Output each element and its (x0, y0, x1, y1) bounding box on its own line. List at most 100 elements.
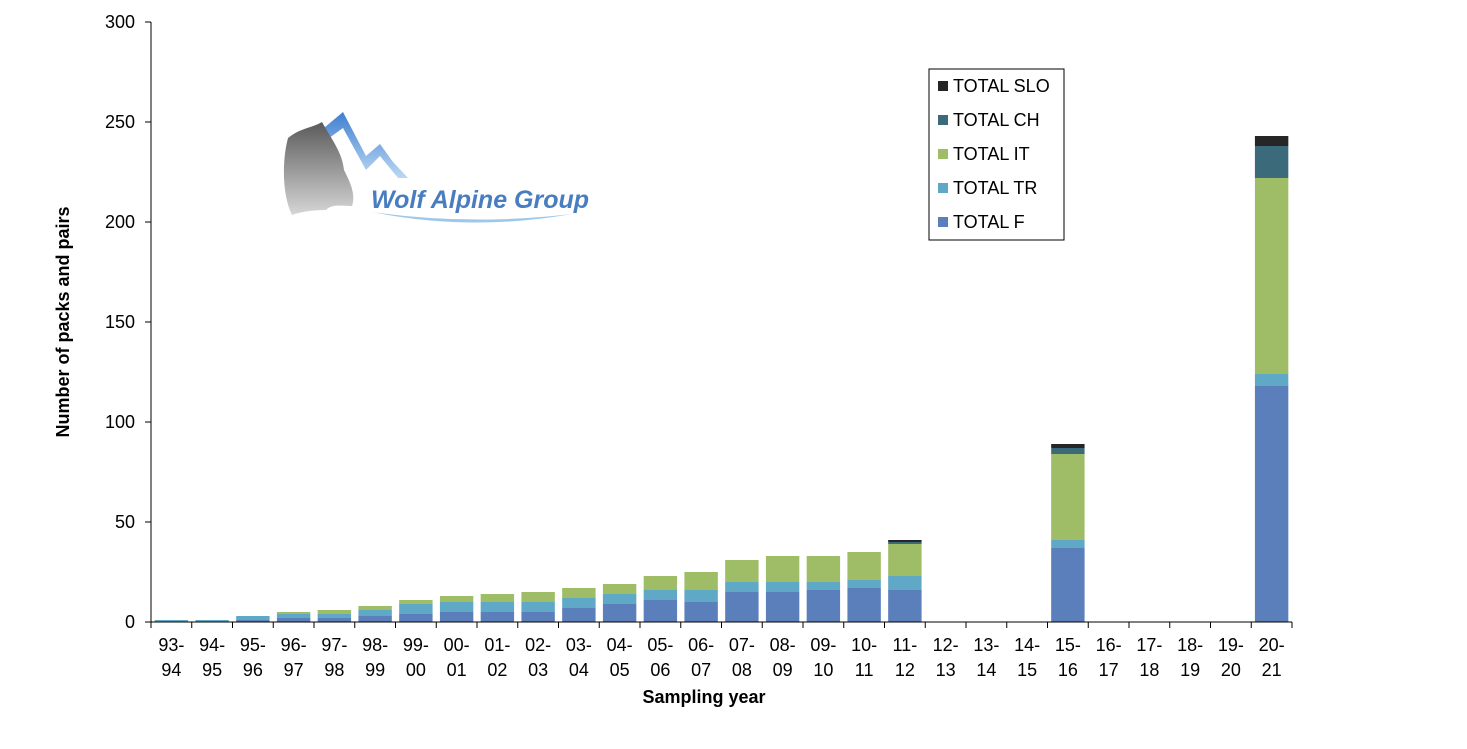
bar-segment-total-f (888, 590, 922, 622)
x-tick-label: 02- (525, 635, 551, 655)
x-tick-label: 99- (403, 635, 429, 655)
bar-segment-total-it (725, 560, 759, 582)
x-tick-label: 16 (1058, 660, 1078, 680)
x-tick-label: 16- (1096, 635, 1122, 655)
bar-segment-total-it (521, 592, 555, 602)
bar-segment-total-f (847, 588, 881, 622)
x-tick-label: 99 (365, 660, 385, 680)
bar-segment-total-tr (480, 602, 515, 612)
bar-segment-total-tr (236, 616, 270, 620)
bar-segment-total-it (806, 556, 841, 582)
x-tick-label: 08 (732, 660, 752, 680)
bar-segment-total-tr (643, 590, 678, 600)
x-tick-label: 94- (199, 635, 225, 655)
legend-swatch (938, 115, 948, 125)
mountain-icon (312, 112, 408, 178)
x-tick-label: 05- (647, 635, 673, 655)
bar-segment-total-tr (276, 614, 311, 618)
y-tick-label: 300 (105, 12, 135, 32)
x-axis-title: Sampling year (642, 687, 765, 707)
wolf-alpine-group-logo: Wolf Alpine Group (283, 112, 589, 223)
x-tick-label: 10- (851, 635, 877, 655)
bar-segment-total-f (725, 592, 759, 622)
x-tick-label: 21 (1262, 660, 1282, 680)
x-tick-label: 20- (1259, 635, 1285, 655)
x-tick-label: 96 (243, 660, 263, 680)
x-tick-label: 98 (324, 660, 344, 680)
x-tick-label: 12- (933, 635, 959, 655)
bar-segment-total-it (439, 596, 474, 602)
x-tick-label: 01- (484, 635, 510, 655)
bar-segment-total-tr (358, 610, 392, 616)
bar-segment-total-tr (847, 580, 881, 588)
y-tick-label: 100 (105, 412, 135, 432)
x-tick-label: 93- (158, 635, 184, 655)
bar-segment-total-f (439, 612, 474, 622)
x-tick-label: 18- (1177, 635, 1203, 655)
x-tick-label: 97 (284, 660, 304, 680)
logo-text: Wolf Alpine Group (371, 186, 589, 214)
legend-label: TOTAL IT (953, 144, 1030, 164)
x-tick-label: 00 (406, 660, 426, 680)
bar-segment-total-tr (439, 602, 474, 612)
bar-segment-total-it (317, 610, 352, 614)
x-tick-label: 03 (528, 660, 548, 680)
bar-segment-total-tr (1254, 374, 1289, 386)
y-tick-label: 150 (105, 312, 135, 332)
bar-segment-total-tr (195, 620, 229, 622)
bar-segment-total-it (399, 600, 433, 604)
bar-segment-total-f (399, 614, 433, 622)
bar-segment-total-it (1254, 178, 1289, 374)
x-tick-label: 96- (281, 635, 307, 655)
x-tick-label: 06 (650, 660, 670, 680)
y-tick-label: 250 (105, 112, 135, 132)
bar-segment-total-it (765, 556, 800, 582)
x-tick-label: 17 (1099, 660, 1119, 680)
bar-segment-total-tr (317, 614, 352, 618)
bar-segment-total-tr (562, 598, 596, 608)
legend-label: TOTAL SLO (953, 76, 1050, 96)
y-tick-label: 50 (115, 512, 135, 532)
bar-segment-total-f (684, 602, 718, 622)
bar-segment-total-f (358, 616, 392, 622)
x-tick-label: 10 (813, 660, 833, 680)
x-tick-label: 00- (444, 635, 470, 655)
bar-segment-total-slo (888, 540, 922, 542)
bar-segment-total-f (765, 592, 800, 622)
x-tick-label: 98- (362, 635, 388, 655)
x-tick-label: 15 (1017, 660, 1037, 680)
bar-segment-total-it (684, 572, 718, 590)
x-tick-label: 07- (729, 635, 755, 655)
bars-layer (154, 136, 1289, 622)
x-tick-label: 17- (1136, 635, 1162, 655)
x-tick-label: 19 (1180, 660, 1200, 680)
y-axis-title: Number of packs and pairs (53, 206, 73, 437)
legend-swatch (938, 81, 948, 91)
x-ticks-layer: 93- 94 94- 95 95- 96 96- 97 97- 98 98- 99 99- 00 00- 01… (150, 622, 1293, 680)
bar-segment-total-tr (806, 582, 841, 590)
x-tick-label: 15- (1055, 635, 1081, 655)
x-tick-label: 97- (321, 635, 347, 655)
x-tick-label: 14 (976, 660, 996, 680)
bar-segment-total-it (480, 594, 515, 602)
bar-segment-total-f (480, 612, 515, 622)
legend-swatch (938, 149, 948, 159)
bar-segment-total-tr (521, 602, 555, 612)
bar-segment-total-f (317, 618, 352, 622)
bar-segment-total-f (521, 612, 555, 622)
bar-segment-total-it (643, 576, 678, 590)
x-tick-label: 20 (1221, 660, 1241, 680)
x-tick-label: 95- (240, 635, 266, 655)
wolf-head-icon (283, 122, 354, 215)
x-tick-label: 13- (973, 635, 999, 655)
bar-segment-total-slo (1051, 444, 1085, 448)
bar-segment-total-ch (888, 542, 922, 544)
x-tick-label: 09 (773, 660, 793, 680)
bar-segment-total-f (276, 618, 311, 622)
legend-swatch (938, 217, 948, 227)
bar-segment-total-f (562, 608, 596, 622)
x-tick-label: 12 (895, 660, 915, 680)
bar-segment-total-tr (765, 582, 800, 592)
x-tick-label: 19- (1218, 635, 1244, 655)
bar-segment-total-tr (684, 590, 718, 602)
